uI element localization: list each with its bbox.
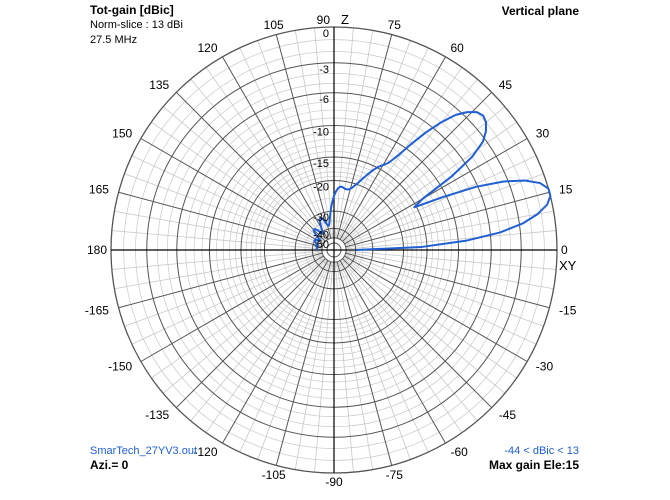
chart-title: Tot-gain [dBic] [90, 3, 174, 17]
major-spoke [222, 260, 329, 444]
radial-tick-label: -30 [313, 212, 329, 224]
gain-range: -44 < dBic < 13 [504, 445, 579, 457]
norm-slice-label: Norm-slice : 13 dBi [90, 19, 183, 31]
major-spoke [342, 91, 493, 242]
plane-label: Vertical plane [501, 4, 579, 18]
major-spoke [140, 255, 324, 362]
radial-tick-label: 0 [323, 28, 329, 40]
major-spoke [275, 34, 332, 239]
angle-label: 45 [499, 78, 513, 92]
radial-tick-label: -40 [313, 229, 329, 241]
file-name: SmarTech_27YV3.out [90, 445, 198, 457]
z-axis-label: Z [341, 12, 349, 27]
angle-label: -90 [325, 475, 343, 489]
radial-tick-label: -3 [319, 64, 329, 76]
angle-label: -150 [108, 360, 132, 374]
radiation-pattern [312, 111, 552, 251]
xy-axis-label: XY [559, 258, 577, 273]
radial-tick-label: -15 [313, 158, 329, 170]
angle-label: 150 [112, 127, 132, 141]
angle-label: -120 [193, 445, 217, 459]
angle-label: 75 [388, 18, 402, 32]
angle-label: 90 [317, 13, 331, 27]
polar-axes [111, 27, 557, 473]
angle-label: -30 [536, 360, 554, 374]
angle-label: -165 [85, 303, 109, 317]
major-spoke [118, 252, 323, 309]
major-spoke [336, 261, 393, 466]
major-spoke [342, 258, 493, 409]
major-spoke [140, 138, 324, 245]
radial-tick-label: -50 [313, 239, 329, 251]
angle-label: 135 [149, 78, 169, 92]
major-spoke [344, 138, 528, 245]
angle-label: 165 [89, 183, 109, 197]
major-spoke [118, 191, 323, 248]
major-spoke [345, 252, 550, 309]
major-spoke [339, 260, 446, 444]
major-spoke [175, 91, 326, 242]
angle-label: 15 [559, 183, 573, 197]
angle-label: -75 [386, 468, 404, 482]
angle-label: -60 [451, 445, 469, 459]
angle-label: -135 [145, 408, 169, 422]
major-spoke [336, 34, 393, 239]
major-spoke [275, 261, 332, 466]
angle-label: 30 [536, 127, 550, 141]
polar-labels: 90 75604530150-15-30-45-60-75-90-105-120-… [85, 12, 577, 489]
frequency-label: 27.5 MHz [90, 34, 138, 46]
radial-tick-label: -20 [313, 181, 329, 193]
major-spoke [222, 56, 329, 240]
radial-tick-label: -6 [319, 94, 329, 106]
radial-tick-label: -10 [313, 126, 329, 138]
pattern-trace [312, 111, 552, 251]
major-spoke [339, 56, 446, 240]
max-gain-label: Max gain Ele:15 [488, 458, 579, 472]
angle-label: 120 [197, 41, 217, 55]
angle-label: -45 [499, 408, 517, 422]
major-spoke [344, 255, 528, 362]
angle-label: 105 [264, 18, 284, 32]
angle-label: -15 [559, 303, 577, 317]
azimuth-label: Azi.= 0 [90, 458, 129, 472]
major-spoke [175, 258, 326, 409]
angle-label: 180 [87, 243, 107, 257]
major-spoke [345, 191, 550, 248]
angle-label: -105 [262, 468, 286, 482]
angle-label: 0 [561, 243, 568, 257]
angle-label: 60 [451, 41, 465, 55]
